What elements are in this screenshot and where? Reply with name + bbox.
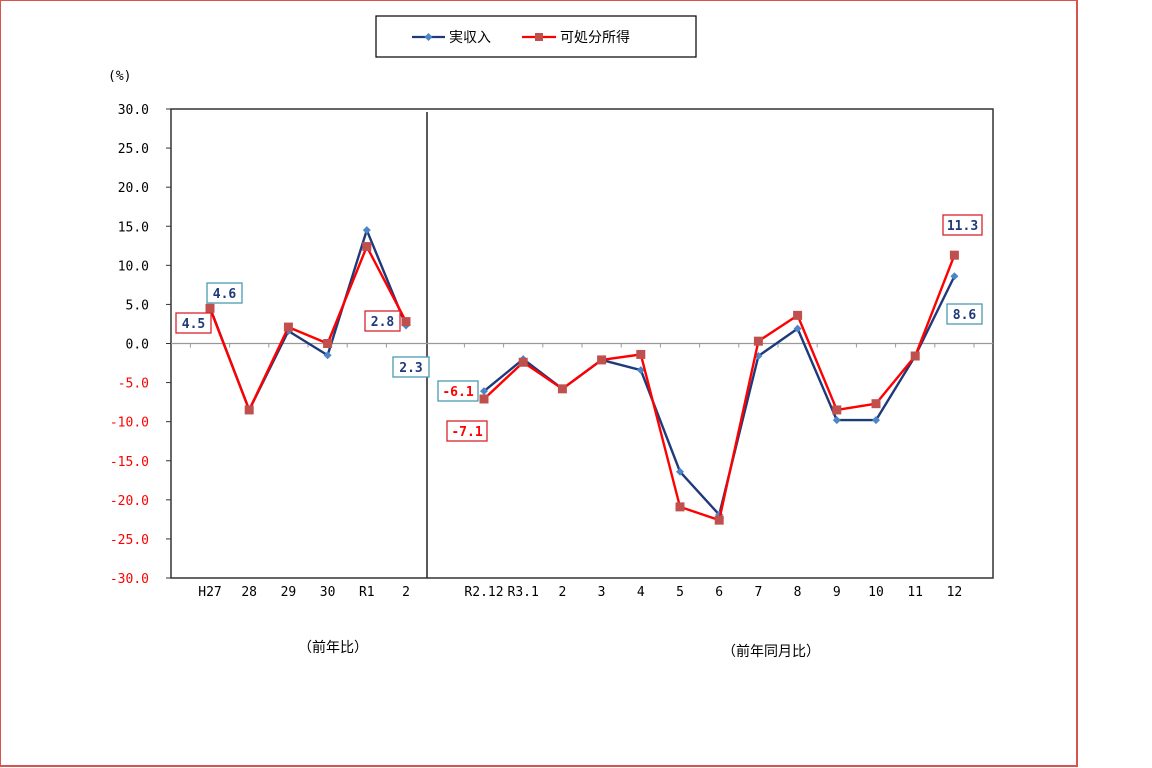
x-tick-label: R3.1 xyxy=(508,585,539,600)
data-label: 4.6 xyxy=(206,282,243,304)
diamond-marker-icon xyxy=(872,416,880,425)
square-marker-icon xyxy=(283,322,293,332)
y-tick-label: 0.0 xyxy=(126,338,149,353)
square-marker-icon xyxy=(401,317,411,327)
x-tick-label: 9 xyxy=(833,585,841,600)
y-tick-label: -5.0 xyxy=(118,377,149,392)
data-label: -6.1 xyxy=(437,380,479,402)
svg-text:11.3: 11.3 xyxy=(947,219,978,234)
square-marker-icon xyxy=(714,515,724,525)
svg-text:4.5: 4.5 xyxy=(182,317,205,332)
legend-item-disposable: 可処分所得 xyxy=(522,29,630,46)
square-marker-icon xyxy=(636,349,646,359)
x-tick-label: 8 xyxy=(794,585,802,600)
square-marker-icon xyxy=(832,405,842,415)
diamond-marker-icon xyxy=(362,226,371,235)
y-tick-label: 15.0 xyxy=(118,220,149,235)
data-label: 11.3 xyxy=(942,214,983,236)
diamond-marker-icon xyxy=(676,467,684,476)
x-tick-label: 3 xyxy=(598,585,606,600)
square-marker-icon xyxy=(871,399,881,409)
square-marker-icon xyxy=(244,405,254,415)
x-tick-label: 30 xyxy=(320,585,336,600)
square-marker-icon xyxy=(557,384,567,394)
data-label: -7.1 xyxy=(446,420,488,442)
legend-label-disposable: 可処分所得 xyxy=(560,29,630,46)
series-line-disposable xyxy=(483,254,956,522)
y-tick-label: 10.0 xyxy=(118,259,149,274)
diamond-marker-icon xyxy=(323,351,332,360)
data-label: 8.6 xyxy=(946,303,983,325)
svg-text:2.8: 2.8 xyxy=(371,315,395,330)
x-tick-label: 28 xyxy=(241,585,257,600)
y-tick-label: -10.0 xyxy=(110,416,149,431)
y-tick-label: 30.0 xyxy=(118,103,149,118)
x-tick-label: 11 xyxy=(907,585,923,600)
square-marker-icon xyxy=(910,351,920,361)
x-tick-label: 4 xyxy=(637,585,645,600)
x-tick-label: 10 xyxy=(868,585,884,600)
x-tick-label: H27 xyxy=(198,585,221,600)
svg-text:-6.1: -6.1 xyxy=(442,385,473,400)
outer-frame xyxy=(0,0,1078,767)
y-tick-label: 5.0 xyxy=(126,298,149,313)
panel-label-yoy-monthly: （前年同月比） xyxy=(722,643,820,660)
data-label: 2.3 xyxy=(392,356,430,378)
square-marker-icon xyxy=(949,250,959,260)
legend-label-income: 実収入 xyxy=(449,30,491,46)
x-tick-label: 7 xyxy=(754,585,762,600)
svg-text:4.6: 4.6 xyxy=(213,287,237,302)
svg-text:2.3: 2.3 xyxy=(399,361,422,376)
plot-area xyxy=(170,108,994,579)
diamond-marker-icon xyxy=(424,33,433,41)
x-tick-label: R2.12 xyxy=(464,585,503,600)
data-label: 2.8 xyxy=(364,310,401,332)
diamond-marker-icon xyxy=(793,324,802,333)
square-marker-icon xyxy=(205,303,215,313)
square-marker-icon xyxy=(479,394,489,404)
diamond-marker-icon xyxy=(950,272,959,281)
diamond-marker-icon xyxy=(832,416,841,425)
legend: 実収入 可処分所得 xyxy=(375,15,697,58)
square-marker-icon xyxy=(323,339,333,348)
y-axis: 30.0 25.0 20.0 15.0 10.0 5.0 0.0 -5.0 -10.0 -15.0… xyxy=(110,103,171,587)
series-lines xyxy=(205,226,959,525)
diamond-marker-icon xyxy=(480,387,488,396)
x-tick-label: 5 xyxy=(676,585,684,600)
y-tick-label: -25.0 xyxy=(110,533,149,548)
y-axis-unit: (%) xyxy=(108,69,131,84)
square-marker-icon xyxy=(535,33,543,41)
series-line-disposable xyxy=(208,245,408,412)
square-marker-icon xyxy=(518,357,528,367)
data-label: 4.5 xyxy=(175,312,212,334)
panel-label-yoy: （前年比） xyxy=(298,639,368,656)
square-marker-icon xyxy=(753,336,763,346)
svg-text:8.6: 8.6 xyxy=(953,308,977,323)
square-marker-icon xyxy=(597,355,607,365)
y-tick-label: -20.0 xyxy=(110,494,149,509)
svg-text:-7.1: -7.1 xyxy=(451,425,482,440)
x-tick-label: 2 xyxy=(558,585,566,600)
y-tick-label: -30.0 xyxy=(110,572,149,587)
square-marker-icon xyxy=(362,242,372,252)
x-tick-label: 6 xyxy=(715,585,723,600)
x-tick-label: R1 xyxy=(359,585,375,600)
x-tick-label: 2 xyxy=(402,585,410,600)
x-axis-labels: H27 28 29 30 R1 2 R2.12 R3.1 2 3 4 5 6 7 8 9 10 11 12 xyxy=(198,585,962,600)
square-marker-icon xyxy=(675,502,685,512)
y-tick-label: 25.0 xyxy=(118,142,149,157)
x-tick-label: 12 xyxy=(947,585,963,600)
y-tick-label: 20.0 xyxy=(118,181,149,196)
legend-item-income: 実収入 xyxy=(412,30,491,46)
x-tick-label: 29 xyxy=(281,585,297,600)
outer-frame-top xyxy=(0,0,1078,1)
square-marker-icon xyxy=(793,310,803,320)
y-tick-label: -15.0 xyxy=(110,455,149,470)
diamond-marker-icon xyxy=(636,366,645,375)
data-labels: 4.6 4.5 2.8 2.3 -6.1 -7.1 11.3 8.6 xyxy=(175,214,983,442)
